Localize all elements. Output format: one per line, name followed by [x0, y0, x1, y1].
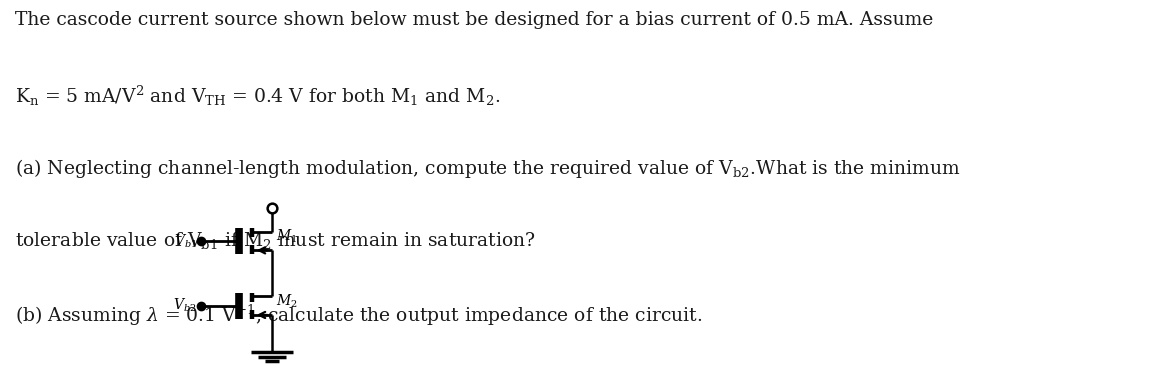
- Text: $V_{b1}$: $V_{b1}$: [173, 232, 197, 250]
- Text: $M_1$: $M_1$: [275, 228, 298, 245]
- Text: $V_{b2}$: $V_{b2}$: [173, 297, 197, 314]
- Text: $M_2$: $M_2$: [275, 292, 298, 310]
- Text: The cascode current source shown below must be designed for a bias current of 0.: The cascode current source shown below m…: [15, 11, 933, 29]
- Text: (b) Assuming $\lambda$ = 0.1 V$^{-1}$, calculate the output impedance of the cir: (b) Assuming $\lambda$ = 0.1 V$^{-1}$, c…: [15, 303, 703, 328]
- Text: tolerable value of V$_\mathregular{b1}$ if M$_2$ must remain in saturation?: tolerable value of V$_\mathregular{b1}$ …: [15, 230, 536, 251]
- Text: K$_\mathregular{n}$ = 5 mA/V$^2$ and V$_\mathregular{TH}$ = 0.4 V for both M$_1$: K$_\mathregular{n}$ = 5 mA/V$^2$ and V$_…: [15, 84, 500, 108]
- Text: (a) Neglecting channel-length modulation, compute the required value of V$_\math: (a) Neglecting channel-length modulation…: [15, 157, 961, 180]
